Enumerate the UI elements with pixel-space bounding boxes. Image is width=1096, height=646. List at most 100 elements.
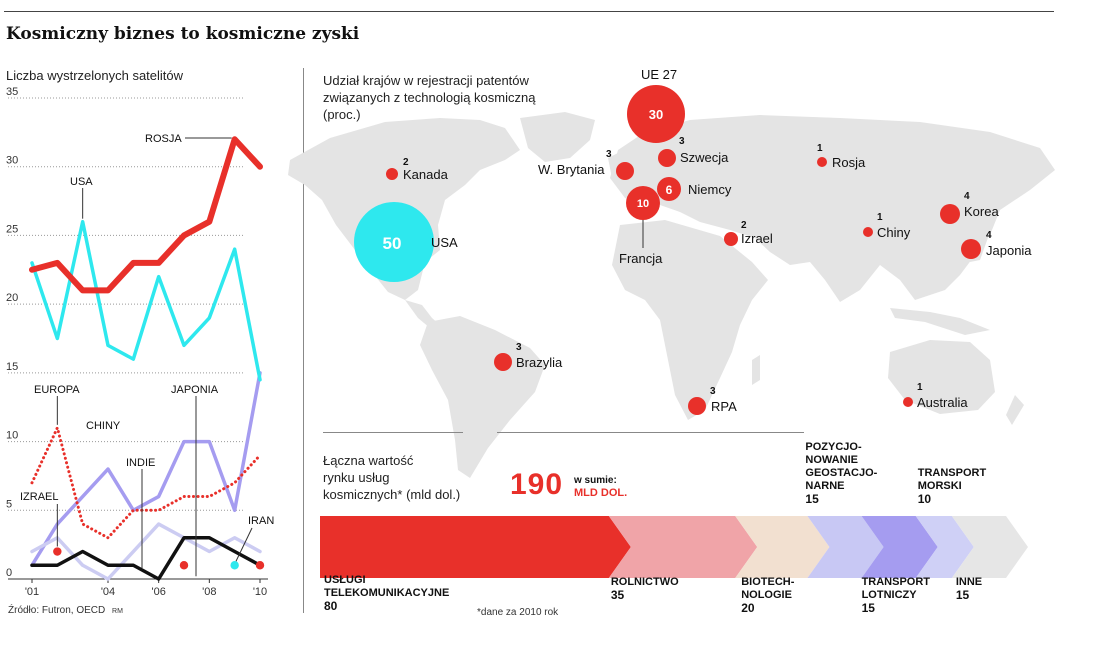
top-rule	[4, 11, 1054, 12]
market-label-4: POZYCJO- NOWANIE GEOSTACJO- NARNE 15	[805, 441, 877, 506]
y-tick-label: 30	[6, 155, 18, 167]
label-francja: Francja	[619, 251, 663, 266]
value-rpa: 3	[710, 386, 716, 397]
bubble-value-ue27: 30	[649, 107, 663, 122]
market-total-unit: MLD DOL.	[574, 487, 628, 499]
series-point	[255, 561, 265, 570]
bubble-chiny	[863, 227, 873, 237]
series-line-indie	[30, 536, 262, 581]
value-korea: 4	[964, 191, 970, 202]
label-kanada: Kanada	[403, 167, 448, 182]
x-tick-label: '01	[25, 586, 39, 598]
bubble-korea	[940, 204, 960, 224]
map-africa	[612, 220, 768, 420]
bubble-value-francja: 10	[637, 198, 649, 210]
value-izrael: 2	[741, 220, 747, 231]
y-tick-label: 10	[6, 430, 18, 442]
market-total: 190	[510, 468, 564, 501]
label-leader-iran	[235, 527, 253, 562]
market-label-line: GEOSTACJO-	[805, 467, 878, 479]
market-label-line: LOTNICZY	[861, 589, 917, 601]
line-chart-title: Liczba wystrzelonych satelitów	[6, 68, 184, 83]
market-label-5: TRANSPORT LOTNICZY 15	[862, 576, 930, 615]
series-line-usa	[30, 219, 262, 382]
bubble-niemcy	[657, 177, 681, 201]
market-label-line: NOWANIE	[805, 454, 858, 466]
market-value: 15	[861, 601, 875, 615]
series-label-usa: USA	[70, 176, 93, 188]
market-label-7: INNE 15	[956, 576, 982, 602]
market-segment-5	[861, 516, 938, 578]
map-title-line-1: Udział krajów w rejestracji patentów	[323, 73, 529, 88]
market-label-line: POZYCJO-	[805, 441, 862, 453]
market-segment-4	[807, 516, 884, 578]
bubble-usa	[354, 202, 434, 282]
value-szwecja: 3	[679, 136, 685, 147]
series-label-japonia: JAPONIA	[171, 384, 219, 396]
market-title-line-2: rynku usług	[323, 470, 390, 485]
label-usa: USA	[431, 235, 458, 250]
market-label-3: BIOTECH- NOLOGIE 20	[741, 576, 794, 615]
market-label-line: ROLNICTWO	[610, 576, 679, 588]
source-text: Źródło: Futron, OECD	[8, 605, 106, 616]
series-label-chiny: CHINY	[86, 420, 121, 432]
market-label-line: INNE	[955, 576, 983, 588]
map-title: Udział krajów w rejestracji patentów zwi…	[323, 72, 535, 123]
market-label-6: TRANSPORT MORSKI 10	[918, 467, 986, 506]
y-tick-label: 0	[6, 567, 12, 579]
x-tick-label: '08	[202, 586, 216, 598]
label-rpa: RPA	[711, 399, 737, 414]
market-label-line: USŁUGI	[324, 574, 366, 586]
x-tick-label: '04	[101, 586, 115, 598]
map-greenland	[520, 112, 595, 162]
label-japonia: Japonia	[986, 243, 1032, 258]
market-segment-1	[320, 516, 631, 578]
market-value: 80	[324, 599, 338, 613]
x-tick-label: '10	[253, 586, 267, 598]
label-izrael: Izrael	[741, 231, 773, 246]
bubble-australia	[903, 397, 913, 407]
market-title-line-1: Łączna wartość	[323, 453, 414, 468]
credit-text: RM	[112, 608, 123, 615]
map-central-america	[405, 300, 440, 328]
market-segment-7	[951, 516, 1028, 578]
market-rule-right	[497, 432, 804, 433]
label-chiny: Chiny	[877, 225, 911, 240]
bubble-ue27	[627, 85, 685, 143]
bubble-rpa	[688, 397, 706, 415]
map-madagascar	[752, 355, 760, 385]
map-title-line-3: (proc.)	[323, 107, 361, 122]
y-tick-label: 25	[6, 223, 18, 235]
label-niemcy: Niemcy	[688, 182, 732, 197]
market-label-line: NARNE	[805, 480, 845, 492]
label-w-brytania: W. Brytania	[538, 162, 605, 177]
map-south-america	[420, 316, 545, 478]
value-brazylia: 3	[516, 342, 522, 353]
bubble-izrael	[724, 232, 738, 246]
label-australia: Australia	[917, 395, 968, 410]
y-tick-label: 35	[6, 86, 18, 98]
market-rule-left	[323, 432, 463, 433]
bubble-kanada	[386, 168, 398, 180]
label-brazylia: Brazylia	[516, 355, 563, 370]
market-label-line: MORSKI	[917, 480, 962, 492]
market-bar	[320, 516, 1028, 578]
series-line-chiny	[30, 371, 262, 568]
map-eurasia	[610, 115, 1055, 302]
x-tick-label: '06	[151, 586, 165, 598]
label-korea: Korea	[964, 204, 999, 219]
market-title: Łączna wartość rynku usług kosmicznych* …	[323, 452, 460, 503]
series-point	[53, 547, 62, 556]
source-note: Źródło: Futron, OECD RM	[8, 605, 123, 616]
value-w-brytania: 3	[606, 149, 612, 160]
series-line-rosja	[29, 136, 263, 294]
map-indonesia	[890, 308, 990, 335]
line-chart: 0 5 10 15 20 25 30 35 '01 '04 '06 '08 '10 ROSJA USA EUR…	[6, 86, 274, 598]
y-tick-label: 5	[6, 498, 12, 510]
bubble-brazylia	[494, 353, 512, 371]
market-footnote: *dane za 2010 rok	[477, 607, 559, 618]
market-segment-6	[915, 516, 974, 578]
bubble-layer: 30 50 6 10	[354, 85, 981, 415]
series-point	[230, 561, 239, 570]
market-value: 10	[917, 492, 932, 506]
